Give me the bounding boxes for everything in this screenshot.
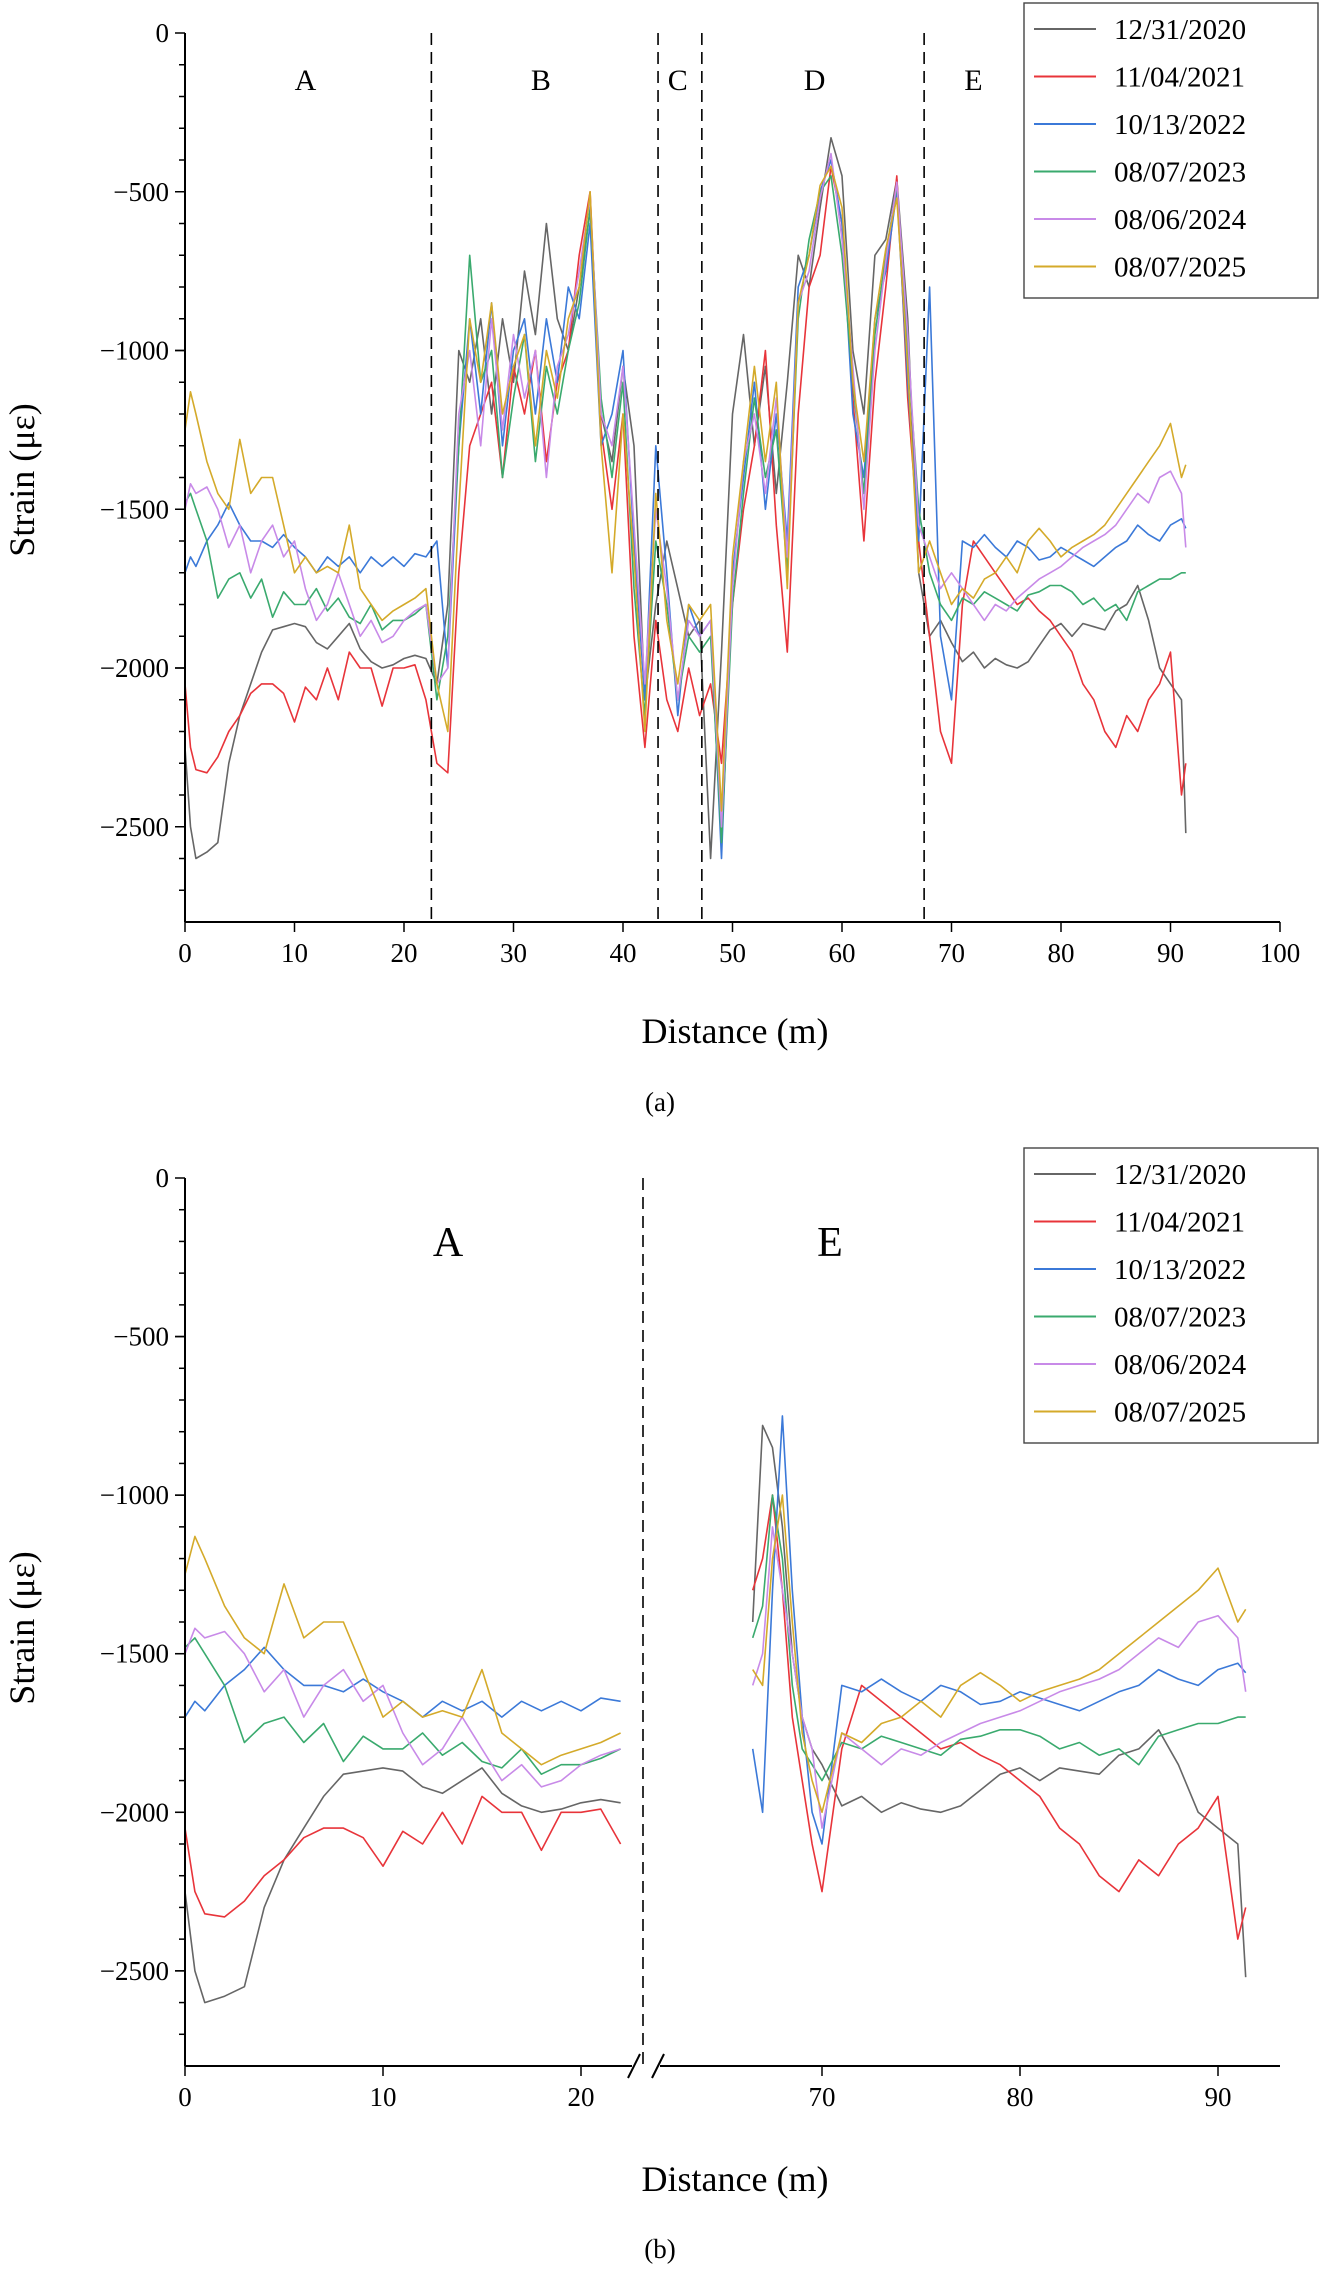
panel-a-xtick-label-9: 90 xyxy=(1157,938,1184,968)
panel-b-caption: (b) xyxy=(644,2234,675,2264)
panel-a-axes: 0 10 20 30 40 50 60 70 80 90 100 0 −500 −1000 −1500 −20… xyxy=(100,18,1300,968)
panel-b-series-a-line-0 xyxy=(184,1767,621,2004)
panel-a-region-B: B xyxy=(531,64,551,97)
panel-a-xtick-label-8: 80 xyxy=(1048,938,1075,968)
panel-b-series-e-line-1 xyxy=(751,1494,1247,1940)
panel-b-xtick-label-3: 70 xyxy=(809,2082,836,2112)
panel-b-series-e-line-4 xyxy=(751,1526,1247,1829)
panel-b-ytick-label-5: −2500 xyxy=(100,1956,169,1986)
panel-b-chart: AE 010207080901000−500−1000−1500−2000−25… xyxy=(2,1147,1319,2264)
panel-b-series-a-line-1 xyxy=(184,1795,622,1918)
panel-a-xtick-label-2: 20 xyxy=(391,938,418,968)
panel-a-xtick-label-5: 50 xyxy=(719,938,746,968)
panel-b-region-E: E xyxy=(817,1220,843,1266)
panel-b-legend-label-4: 08/06/2024 xyxy=(1114,1349,1247,1381)
panel-a-series-line-4 xyxy=(184,152,1187,828)
panel-a-legend-label-4: 08/06/2024 xyxy=(1114,204,1247,236)
panel-b-ytick-label-4: −2000 xyxy=(100,1797,169,1827)
panel-b-ytick-label-2: −1000 xyxy=(100,1480,169,1510)
panel-a-xtick-label-10: 100 xyxy=(1260,938,1301,968)
panel-a-chart: A B C D E 0 10 20 30 40 50 60 70 80 90 100 0 −500 −1000 −1… xyxy=(2,2,1319,1117)
panel-a-xtick-label-7: 70 xyxy=(938,938,965,968)
panel-a-dividers xyxy=(430,33,925,922)
panel-a-xtick-label-6: 60 xyxy=(829,938,856,968)
panel-b-xtick-label-2: 20 xyxy=(568,2082,595,2112)
panel-b-axis-break-right xyxy=(651,2053,665,2079)
panel-a-region-E: E xyxy=(964,64,982,97)
panel-a-series-line-5 xyxy=(184,165,1187,812)
panel-b-ytick-label-0: 0 xyxy=(156,1163,170,1193)
panel-b-series-a-line-2 xyxy=(184,1646,621,1718)
panel-b-series-e-line-5 xyxy=(752,1494,1247,1814)
panel-a-xlabel: Distance (m) xyxy=(642,1011,829,1051)
panel-a-region-labels: A B C D E xyxy=(295,64,983,97)
panel-b-series xyxy=(184,1415,1247,2004)
panel-b-xtick-label-1: 10 xyxy=(370,2082,397,2112)
panel-b-legend: 12/31/2020 11/04/2021 10/13/2022 08/07/2023… xyxy=(1023,1147,1319,1444)
panel-a-legend: 12/31/2020 11/04/2021 10/13/2022 08/07/2023… xyxy=(1023,2,1319,299)
panel-a-legend-label-0: 12/31/2020 xyxy=(1114,14,1246,46)
panel-a-region-D: D xyxy=(804,64,826,97)
panel-b-ylabel: Strain (με) xyxy=(2,1551,42,1704)
panel-a-ytick-label-3: −1500 xyxy=(100,494,169,524)
panel-b-xtick-label-4: 80 xyxy=(1007,2082,1034,2112)
panel-a-region-A: A xyxy=(295,64,317,97)
panel-a-ytick-label-2: −1000 xyxy=(100,336,169,366)
panel-a-xtick-label-1: 10 xyxy=(281,938,308,968)
panel-a-ylabel: Strain (με) xyxy=(2,403,42,556)
panel-b-ytick-label-3: −1500 xyxy=(100,1639,169,1669)
panel-b-xlabel: Distance (m) xyxy=(642,2159,829,2199)
panel-b-series-a-line-3 xyxy=(184,1637,621,1775)
panel-b-axes: 010207080901000−500−1000−1500−2000−2500 xyxy=(100,1163,1280,2112)
panel-a-ytick-label-1: −500 xyxy=(113,177,169,207)
panel-a-series-line-0 xyxy=(184,137,1187,860)
panel-b-xtick-label-5: 90 xyxy=(1205,2082,1232,2112)
panel-b-series-a-line-4 xyxy=(184,1627,621,1788)
panel-b-ytick-label-1: −500 xyxy=(113,1322,169,1352)
panel-a-series-line-1 xyxy=(184,165,1187,796)
panel-b-legend-label-3: 08/07/2023 xyxy=(1114,1302,1246,1334)
panel-b-legend-label-1: 11/04/2021 xyxy=(1114,1207,1245,1239)
panel-a-caption: (a) xyxy=(645,1087,675,1117)
panel-a-ytick-label-0: 0 xyxy=(156,18,170,48)
panel-a-xtick-label-4: 40 xyxy=(610,938,637,968)
panel-a-legend-label-2: 10/13/2022 xyxy=(1114,109,1246,141)
panel-b-region-A: A xyxy=(433,1220,464,1266)
panel-a-region-C: C xyxy=(668,64,688,97)
panel-a-xtick-label-0: 0 xyxy=(178,938,192,968)
panel-b-series-a-line-5 xyxy=(184,1535,621,1766)
panel-b-axis-break-left xyxy=(627,2053,641,2079)
panel-a-series xyxy=(184,137,1187,860)
panel-a-legend-label-1: 11/04/2021 xyxy=(1114,62,1245,94)
panel-b-legend-label-5: 08/07/2025 xyxy=(1114,1397,1246,1429)
panel-b-xtick-label-0: 0 xyxy=(178,2082,192,2112)
panel-b-legend-box xyxy=(1023,1147,1319,1444)
panel-a-ytick-label-5: −2500 xyxy=(100,812,169,842)
panel-b-legend-label-0: 12/31/2020 xyxy=(1114,1159,1246,1191)
panel-a-series-line-3 xyxy=(184,175,1186,844)
panel-a-legend-label-3: 08/07/2023 xyxy=(1114,157,1246,189)
panel-b-series-e-line-3 xyxy=(751,1494,1246,1782)
panel-a-legend-box xyxy=(1023,2,1319,299)
panel-b-legend-label-2: 10/13/2022 xyxy=(1114,1254,1246,1286)
panel-a-ytick-label-4: −2000 xyxy=(100,653,169,683)
panel-b-series-e-line-2 xyxy=(751,1415,1247,1845)
panel-a-legend-label-5: 08/07/2025 xyxy=(1114,252,1246,284)
panel-a-xtick-label-3: 30 xyxy=(500,938,527,968)
